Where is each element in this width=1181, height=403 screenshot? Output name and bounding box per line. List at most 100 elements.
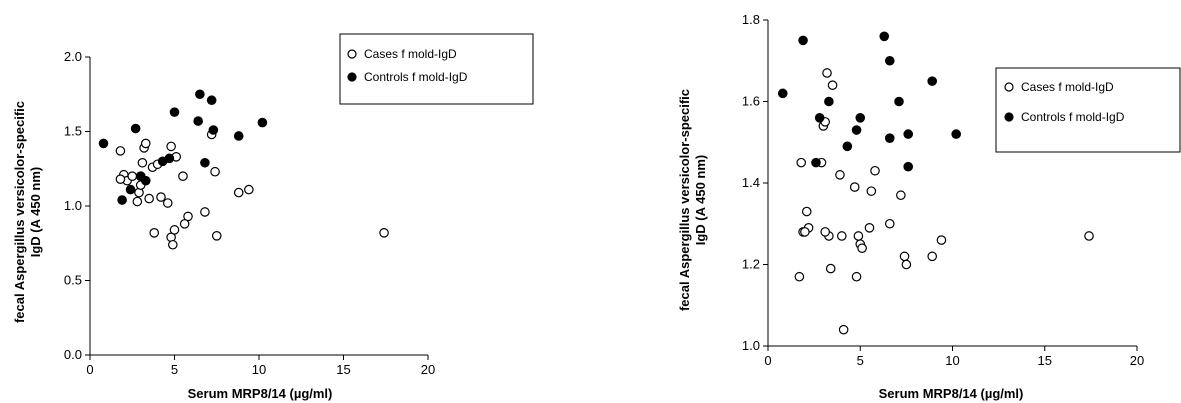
case-point-right — [899, 251, 910, 262]
x-axis-title-right: Serum MRP8/14 (µg/ml) — [879, 386, 1024, 401]
control-point-right — [951, 129, 961, 139]
x-tick-label-right: 0 — [764, 353, 771, 368]
case-point-left — [137, 157, 148, 168]
control-point-left — [208, 125, 219, 135]
case-point-left — [115, 146, 126, 156]
control-point-right — [851, 125, 862, 135]
case-point-right — [825, 263, 836, 274]
case-point-left — [115, 174, 126, 184]
y-axis-title-right: fecal Aspergillus versicolor-specific Ig… — [677, 89, 708, 311]
control-point-left — [98, 138, 109, 149]
legend-label-cases-right: Cases f mold-IgD — [1021, 80, 1114, 94]
y-tick-label-right: 1.4 — [742, 175, 760, 190]
case-point-right — [857, 243, 867, 253]
y-tick-label-left: 0.0 — [64, 347, 82, 362]
case-point-right — [936, 235, 947, 245]
control-point-left — [200, 157, 210, 168]
legend-marker-cases-left — [347, 49, 357, 59]
control-point-right — [903, 161, 914, 172]
legend-box-left — [339, 33, 534, 105]
x-tick-label-right: 5 — [857, 353, 864, 368]
case-point-left — [179, 219, 190, 229]
control-point-right — [894, 96, 904, 107]
control-point-left — [193, 116, 203, 126]
control-point-left — [206, 95, 217, 106]
x-tick-label-left: 15 — [336, 362, 350, 377]
case-point-right — [849, 182, 860, 192]
case-point-right — [822, 68, 832, 78]
control-point-left — [195, 89, 205, 100]
case-point-right — [820, 227, 830, 237]
x-tick-label-left: 20 — [421, 362, 435, 377]
control-point-right — [855, 113, 866, 123]
case-point-right — [796, 157, 807, 168]
control-point-right — [884, 133, 895, 143]
control-point-right — [798, 35, 808, 46]
plot-area-right: 1.0 1.2 1.4 1.6 1.8 0 5 10 15 20 — [742, 12, 1144, 368]
case-point-right — [1084, 231, 1094, 241]
legend-label-controls-right: Controls f mold-IgD — [1021, 110, 1125, 124]
case-point-left — [178, 171, 188, 181]
case-point-left — [162, 198, 173, 208]
legend-box-right — [995, 67, 1181, 153]
legend-right: Cases f mold-IgD Controls f mold-IgD — [995, 67, 1181, 153]
y-axis-title-left: fecal Aspergillus versicolor-specific Ig… — [12, 101, 43, 323]
case-point-right — [896, 190, 906, 201]
case-point-right — [864, 223, 875, 233]
case-point-right — [836, 231, 847, 241]
control-point-left — [233, 131, 244, 141]
plot-area-left: 0.0 0.5 1.0 1.5 2.0 0 5 10 15 20 — [64, 49, 435, 377]
control-point-right — [927, 76, 938, 86]
case-point-left — [169, 225, 180, 235]
y-tick-label-left: 0.5 — [64, 273, 82, 288]
x-tick-label-right: 20 — [1130, 353, 1144, 368]
case-point-right — [838, 324, 849, 335]
case-point-left — [233, 187, 244, 198]
legend-marker-cases-right — [1004, 82, 1014, 92]
case-point-left — [140, 138, 151, 149]
legend-label-controls-left: Controls f mold-IgD — [364, 70, 468, 84]
case-point-left — [144, 193, 154, 204]
case-point-right — [835, 170, 845, 180]
case-point-left — [166, 141, 176, 152]
control-point-right — [879, 31, 890, 42]
case-point-right — [927, 251, 938, 262]
legend-left: Cases f mold-IgD Controls f mold-IgD — [339, 33, 534, 105]
y-axis-title-line2: IgD (A 450 nm) — [28, 167, 43, 258]
case-point-right — [884, 218, 895, 229]
case-point-right — [870, 165, 880, 176]
legend-label-cases-left: Cases f mold-IgD — [364, 47, 457, 61]
y-tick-label-right: 1.6 — [742, 94, 760, 109]
case-point-left — [200, 207, 210, 217]
case-point-left — [379, 228, 389, 238]
y-tick-label-right: 1.0 — [742, 338, 760, 353]
control-point-right — [777, 88, 788, 99]
control-point-right — [811, 157, 821, 168]
case-point-left — [211, 231, 222, 241]
y-axis-title-line1-right: fecal Aspergillus versicolor-specific — [677, 89, 692, 311]
x-tick-label-left: 5 — [171, 362, 178, 377]
y-tick-label-right: 1.8 — [742, 12, 760, 27]
case-point-left — [210, 166, 220, 177]
y-axis-title-line1: fecal Aspergillus versicolor-specific — [12, 101, 27, 323]
y-tick-label-left: 1.5 — [64, 124, 82, 139]
control-point-right — [884, 55, 895, 66]
control-point-left — [117, 195, 127, 205]
case-point-right — [801, 206, 812, 217]
case-point-left — [127, 171, 138, 181]
control-point-left — [140, 175, 151, 186]
control-point-left — [164, 153, 175, 164]
case-point-left — [156, 192, 166, 202]
control-point-right — [824, 96, 834, 107]
legend-marker-controls-right — [1004, 112, 1014, 122]
left-scatter-chart: fecal Aspergillus versicolor-specific Ig… — [12, 33, 534, 401]
x-tick-label-right: 15 — [1038, 353, 1052, 368]
y-tick-label-right: 1.2 — [742, 257, 760, 272]
legend-marker-controls-left — [347, 72, 357, 82]
case-point-right — [851, 271, 862, 282]
case-point-left — [244, 184, 254, 195]
right-scatter-chart: fecal Aspergillus versicolor-specific Ig… — [677, 12, 1181, 401]
x-tick-label-left: 10 — [252, 362, 266, 377]
case-point-right — [794, 271, 805, 282]
